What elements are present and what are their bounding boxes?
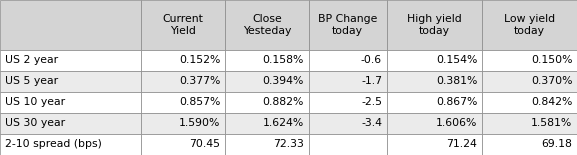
- Bar: [0, 50, 141, 71]
- Bar: [387, 92, 482, 113]
- Text: 0.154%: 0.154%: [436, 55, 477, 65]
- Bar: [225, 113, 309, 134]
- Bar: [141, 71, 225, 92]
- Text: 70.45: 70.45: [189, 140, 220, 149]
- Bar: [309, 113, 387, 134]
- Text: 0.842%: 0.842%: [531, 97, 572, 107]
- Bar: [0, 0, 141, 50]
- Bar: [225, 0, 309, 50]
- Bar: [482, 134, 577, 155]
- Bar: [0, 92, 141, 113]
- Bar: [141, 92, 225, 113]
- Text: -0.6: -0.6: [361, 55, 382, 65]
- Text: 0.158%: 0.158%: [263, 55, 304, 65]
- Text: 69.18: 69.18: [541, 140, 572, 149]
- Bar: [482, 92, 577, 113]
- Text: -3.4: -3.4: [361, 118, 382, 128]
- Text: Close
Yesteday: Close Yesteday: [243, 14, 291, 36]
- Bar: [309, 92, 387, 113]
- Text: US 5 year: US 5 year: [5, 76, 58, 86]
- Bar: [225, 92, 309, 113]
- Text: 71.24: 71.24: [446, 140, 477, 149]
- Bar: [141, 50, 225, 71]
- Bar: [0, 134, 141, 155]
- Text: 1.624%: 1.624%: [263, 118, 304, 128]
- Text: 0.370%: 0.370%: [531, 76, 572, 86]
- Bar: [482, 0, 577, 50]
- Text: 1.590%: 1.590%: [179, 118, 220, 128]
- Bar: [141, 134, 225, 155]
- Text: US 10 year: US 10 year: [5, 97, 65, 107]
- Text: -2.5: -2.5: [361, 97, 382, 107]
- Bar: [0, 71, 141, 92]
- Text: 0.867%: 0.867%: [436, 97, 477, 107]
- Bar: [482, 50, 577, 71]
- Text: Low yield
today: Low yield today: [504, 14, 555, 36]
- Bar: [482, 71, 577, 92]
- Text: 1.606%: 1.606%: [436, 118, 477, 128]
- Text: 0.882%: 0.882%: [263, 97, 304, 107]
- Bar: [225, 50, 309, 71]
- Text: 0.152%: 0.152%: [179, 55, 220, 65]
- Bar: [387, 50, 482, 71]
- Text: High yield
today: High yield today: [407, 14, 462, 36]
- Bar: [309, 134, 387, 155]
- Text: 1.581%: 1.581%: [531, 118, 572, 128]
- Bar: [387, 134, 482, 155]
- Text: BP Change
today: BP Change today: [318, 14, 377, 36]
- Text: 0.377%: 0.377%: [179, 76, 220, 86]
- Bar: [387, 113, 482, 134]
- Text: Current
Yield: Current Yield: [163, 14, 204, 36]
- Bar: [387, 0, 482, 50]
- Text: -1.7: -1.7: [361, 76, 382, 86]
- Text: 0.381%: 0.381%: [436, 76, 477, 86]
- Text: 72.33: 72.33: [273, 140, 304, 149]
- Text: US 2 year: US 2 year: [5, 55, 58, 65]
- Bar: [225, 134, 309, 155]
- Bar: [225, 71, 309, 92]
- Bar: [309, 50, 387, 71]
- Text: 0.150%: 0.150%: [531, 55, 572, 65]
- Text: 0.394%: 0.394%: [263, 76, 304, 86]
- Bar: [141, 0, 225, 50]
- Bar: [309, 0, 387, 50]
- Bar: [309, 71, 387, 92]
- Text: 0.857%: 0.857%: [179, 97, 220, 107]
- Text: 2-10 spread (bps): 2-10 spread (bps): [5, 140, 102, 149]
- Text: US 30 year: US 30 year: [5, 118, 65, 128]
- Bar: [0, 113, 141, 134]
- Bar: [482, 113, 577, 134]
- Bar: [141, 113, 225, 134]
- Bar: [387, 71, 482, 92]
